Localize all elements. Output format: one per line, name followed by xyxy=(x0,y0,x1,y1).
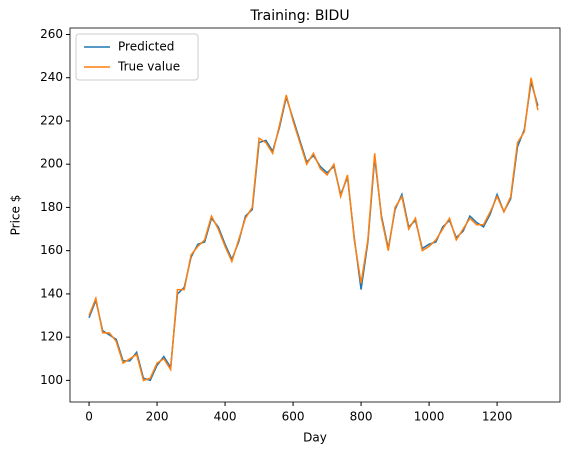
y-tick-label: 220 xyxy=(40,113,63,127)
y-tick-label: 160 xyxy=(40,243,63,257)
x-tick-label: 400 xyxy=(214,410,237,424)
chart-title: Training: BIDU xyxy=(249,8,349,24)
y-tick-label: 180 xyxy=(40,200,63,214)
x-tick-label: 800 xyxy=(350,410,373,424)
x-tick-label: 200 xyxy=(146,410,169,424)
legend-label: True value xyxy=(117,60,180,74)
x-tick-label: 1000 xyxy=(414,410,445,424)
axes-frame xyxy=(69,27,561,403)
legend-box xyxy=(75,33,199,81)
y-tick-label: 100 xyxy=(40,373,63,387)
x-tick-label: 600 xyxy=(282,410,305,424)
series-line xyxy=(88,81,539,382)
legend-label: Predicted xyxy=(118,40,174,54)
x-tick-label: 0 xyxy=(85,410,93,424)
y-tick-label: 200 xyxy=(40,157,63,171)
x-axis-label: Day xyxy=(303,431,327,445)
x-tick-label: 1200 xyxy=(482,410,513,424)
y-tick-label: 140 xyxy=(40,286,63,300)
y-axis-label: Price $ xyxy=(9,195,23,236)
y-tick-label: 240 xyxy=(40,70,63,84)
y-tick-label: 260 xyxy=(40,27,63,41)
y-tick-label: 120 xyxy=(40,330,63,344)
series-line xyxy=(88,77,539,382)
